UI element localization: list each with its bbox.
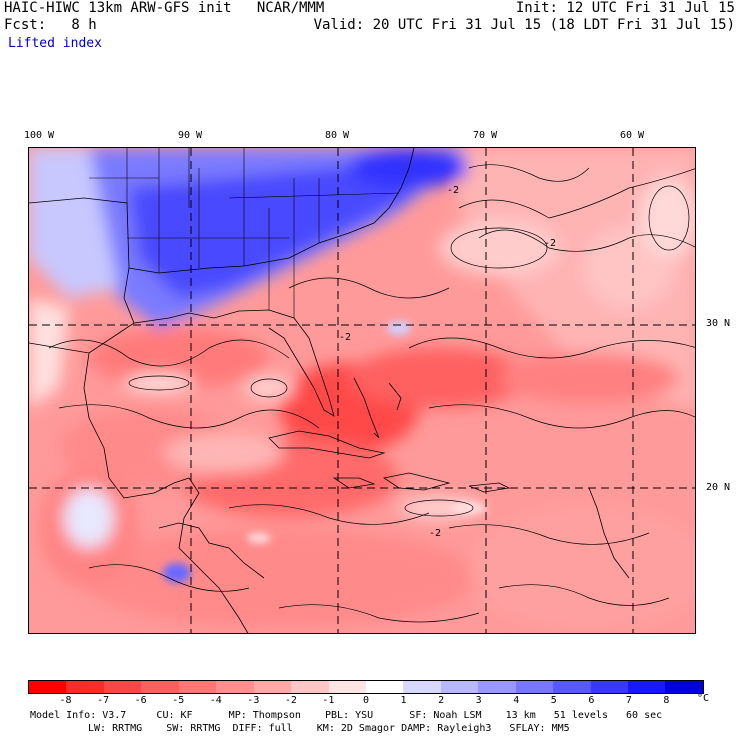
lon-label-100w: 100 W [23, 130, 55, 141]
lon-label-90w: 90 W [177, 130, 203, 141]
lon-label-60w: 60 W [619, 130, 645, 141]
colorbar-tick-label: -8 [59, 695, 72, 706]
colorbar-tick-label: 8 [663, 695, 670, 706]
colorbar-tick-label: 7 [625, 695, 632, 706]
colorbar-tick-label: 3 [475, 695, 482, 706]
lat-label-30n: 30 N [706, 318, 731, 329]
colorbar-swatch [178, 681, 217, 693]
colorbar-swatch [628, 681, 666, 693]
colorbar-tick-label: -5 [172, 695, 185, 706]
graticule [29, 148, 695, 633]
colorbar-swatch [291, 681, 329, 693]
colorbar-tick-label: 5 [550, 695, 557, 706]
colorbar-tick-label: 1 [400, 695, 407, 706]
model-info-line2: LW: RRTMG SW: RRTMG DIFF: full KM: 2D Sm… [88, 723, 570, 734]
colorbar [28, 680, 704, 694]
colorbar-tick-label: 6 [588, 695, 595, 706]
contour-label: -2 [339, 332, 351, 343]
colorbar-swatch [440, 681, 479, 693]
colorbar-swatch [29, 681, 67, 693]
forecast-hour: Fcst: 8 h [4, 17, 97, 33]
colorbar-swatch [590, 681, 628, 693]
colorbar-swatch [403, 681, 441, 693]
lat-label-20n: 20 N [706, 482, 731, 493]
colorbar-swatch [478, 681, 516, 693]
field-name: Lifted index [8, 36, 102, 51]
colorbar-unit: °C [697, 693, 710, 704]
state-borders [89, 148, 400, 318]
colorbar-tick-label: -1 [322, 695, 335, 706]
coastlines [29, 148, 630, 633]
colorbar-swatch [253, 681, 292, 693]
colorbar-tick-label: 4 [513, 695, 520, 706]
colorbar-swatch [515, 681, 554, 693]
colorbar-swatch [553, 681, 591, 693]
colorbar-swatch [66, 681, 104, 693]
colorbar-swatch [103, 681, 142, 693]
colorbar-tick-label: -3 [247, 695, 260, 706]
colorbar-swatch [365, 681, 404, 693]
colorbar-tick-label: -7 [97, 695, 110, 706]
colorbar-tick-label: -4 [209, 695, 222, 706]
colorbar-swatch [665, 681, 703, 693]
small-features [163, 321, 487, 583]
contour-label: -2 [429, 528, 441, 539]
colorbar-tick-label: -2 [284, 695, 297, 706]
colorbar-tick-label: 0 [362, 695, 370, 706]
lon-label-80w: 80 W [324, 130, 350, 141]
colorbar-swatch [328, 681, 366, 693]
contour-label: -2 [544, 238, 556, 249]
title-line-left: HAIC-HIWC 13km ARW-GFS init NCAR/MMM [4, 0, 325, 16]
colorbar-swatch [216, 681, 254, 693]
colorbar-tick-label: -6 [134, 695, 147, 706]
lon-label-70w: 70 W [472, 130, 498, 141]
colorbar-swatch [141, 681, 179, 693]
contour-lines [48, 164, 695, 623]
contour-label: -2 [447, 185, 459, 196]
lifted-index-map: -2 -2 -2 -2 [28, 147, 696, 634]
model-info-line1: Model Info: V3.7 CU: KF MP: Thompson PBL… [30, 710, 663, 721]
init-time: Init: 12 UTC Fri 31 Jul 15 [515, 0, 735, 16]
valid-time: Valid: 20 UTC Fri 31 Jul 15 (18 LDT Fri … [313, 17, 735, 33]
colorbar-tick-label: 2 [438, 695, 445, 706]
